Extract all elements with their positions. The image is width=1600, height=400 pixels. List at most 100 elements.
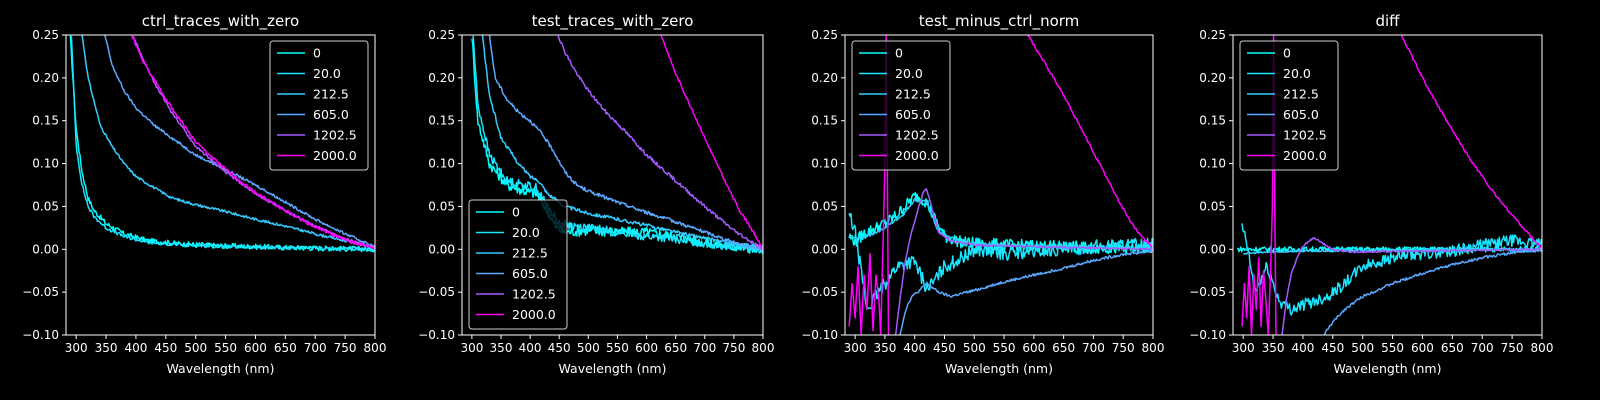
y-tick-label: −0.05 xyxy=(22,285,59,299)
chart-panel-1: 300 350 400 450 500 550 600 650 700 750 800 −0.10 −0… xyxy=(22,12,386,376)
y-tick-label: 0.20 xyxy=(1199,71,1226,85)
legend-label: 2000.0 xyxy=(313,148,357,163)
x-tick-label: 400 xyxy=(124,341,147,355)
x-tick-label: 700 xyxy=(1082,341,1105,355)
x-tick-label: 350 xyxy=(1262,341,1285,355)
y-tick-label: 0.00 xyxy=(811,242,838,256)
y-tick-label: 0.10 xyxy=(32,157,59,171)
y-tick-label: −0.10 xyxy=(801,328,838,342)
x-axis-label: Wavelength (nm) xyxy=(1334,361,1442,376)
axes-frame xyxy=(65,34,376,336)
axes-frame xyxy=(844,34,1154,336)
y-tick-label: 0.20 xyxy=(32,71,59,85)
legend: 0 20.0 212.5 605.0 1202.5 2000.0 xyxy=(851,40,951,171)
series-line-1202-5 xyxy=(1281,236,1542,335)
legend-label: 212.5 xyxy=(313,87,349,102)
series-line-1202-5 xyxy=(894,188,1153,335)
x-tick-label: 350 xyxy=(95,341,118,355)
chart-panel-4: 300 350 400 450 500 550 600 650 700 750 800 −0.10 −0… xyxy=(1189,12,1553,376)
chart-title: test_traces_with_zero xyxy=(532,12,694,31)
y-tick-label: 0.15 xyxy=(1199,114,1226,128)
x-tick-label: 700 xyxy=(693,341,716,355)
series-line-605-0 xyxy=(488,35,763,251)
chart-title: test_minus_ctrl_norm xyxy=(919,12,1080,31)
chart-panel-2: 300 350 400 450 500 550 600 650 700 750 800 −0.10 −0… xyxy=(418,12,774,376)
x-tick-label: 500 xyxy=(963,341,986,355)
y-tick-label: −0.10 xyxy=(22,328,59,342)
x-tick-label: 400 xyxy=(903,341,926,355)
y-tick-label: −0.05 xyxy=(418,285,455,299)
x-tick-label: 450 xyxy=(1321,341,1344,355)
x-tick-label: 800 xyxy=(1531,341,1554,355)
y-tick-label: −0.10 xyxy=(418,328,455,342)
y-tick-label: −0.05 xyxy=(801,285,838,299)
y-tick-label: 0.05 xyxy=(1199,199,1226,213)
legend-label: 605.0 xyxy=(895,107,931,122)
x-tick-label: 600 xyxy=(635,341,658,355)
legend-label: 212.5 xyxy=(1283,87,1319,102)
series-line-212-5 xyxy=(481,35,763,251)
y-tick-label: 0.15 xyxy=(811,114,838,128)
x-tick-label: 550 xyxy=(993,341,1016,355)
x-tick-label: 300 xyxy=(1232,341,1255,355)
x-tick-label: 500 xyxy=(184,341,207,355)
legend-label: 1202.5 xyxy=(895,128,939,143)
x-tick-label: 350 xyxy=(873,341,896,355)
legend-label: 1202.5 xyxy=(512,287,556,302)
x-axis-label: Wavelength (nm) xyxy=(167,361,275,376)
y-tick-label: 0.05 xyxy=(32,199,59,213)
legend: 0 20.0 212.5 605.0 1202.5 2000.0 xyxy=(468,199,568,330)
y-tick-label: 0.00 xyxy=(1199,242,1226,256)
series-group xyxy=(471,35,763,255)
x-tick-label: 750 xyxy=(1501,341,1524,355)
x-tick-label: 300 xyxy=(65,341,88,355)
series-line-0 xyxy=(848,191,1153,256)
legend-label: 0 xyxy=(313,46,321,61)
series-line-2000-0 xyxy=(130,35,375,250)
legend-label: 0 xyxy=(1283,46,1291,61)
legend: 0 20.0 212.5 605.0 1202.5 2000.0 xyxy=(1239,40,1339,171)
x-tick-label: 650 xyxy=(664,341,687,355)
series-line-605-0 xyxy=(899,249,1153,335)
legend-label: 20.0 xyxy=(313,66,341,81)
series-line-212-5 xyxy=(81,35,375,249)
y-tick-label: −0.10 xyxy=(1189,328,1226,342)
x-tick-label: 300 xyxy=(844,341,867,355)
x-tick-label: 650 xyxy=(1052,341,1075,355)
y-tick-label: 0.20 xyxy=(428,71,455,85)
x-tick-label: 450 xyxy=(548,341,571,355)
legend-label: 212.5 xyxy=(512,246,548,261)
x-tick-label: 550 xyxy=(214,341,237,355)
series-line-605-0 xyxy=(1323,248,1542,335)
axes-frame xyxy=(461,34,764,336)
series-group xyxy=(69,35,375,253)
series-group xyxy=(848,35,1153,335)
y-tick-label: 0.25 xyxy=(32,28,59,42)
x-tick-label: 700 xyxy=(304,341,327,355)
legend-label: 0 xyxy=(895,46,903,61)
x-tick-label: 700 xyxy=(1471,341,1494,355)
y-tick-label: 0.25 xyxy=(811,28,838,42)
legend-label: 605.0 xyxy=(512,266,548,281)
y-tick-label: −0.05 xyxy=(1189,285,1226,299)
x-tick-label: 400 xyxy=(519,341,542,355)
legend-label: 2000.0 xyxy=(1283,148,1327,163)
x-tick-label: 600 xyxy=(244,341,267,355)
chart-title: ctrl_traces_with_zero xyxy=(142,12,299,31)
legend-label: 2000.0 xyxy=(895,148,939,163)
chart-title: diff xyxy=(1375,12,1400,30)
series-line-20-0 xyxy=(472,35,763,254)
legend: 0 20.0 212.5 605.0 1202.5 2000.0 xyxy=(269,40,369,171)
x-tick-label: 350 xyxy=(490,341,513,355)
x-tick-label: 750 xyxy=(1112,341,1135,355)
x-tick-label: 800 xyxy=(1142,341,1165,355)
y-tick-label: 0.05 xyxy=(428,199,455,213)
legend-label: 2000.0 xyxy=(512,307,556,322)
y-tick-label: 0.25 xyxy=(1199,28,1226,42)
series-line-20-0 xyxy=(1241,223,1542,316)
x-tick-label: 750 xyxy=(334,341,357,355)
legend-label: 605.0 xyxy=(313,107,349,122)
x-tick-label: 650 xyxy=(1441,341,1464,355)
x-axis-label: Wavelength (nm) xyxy=(559,361,667,376)
